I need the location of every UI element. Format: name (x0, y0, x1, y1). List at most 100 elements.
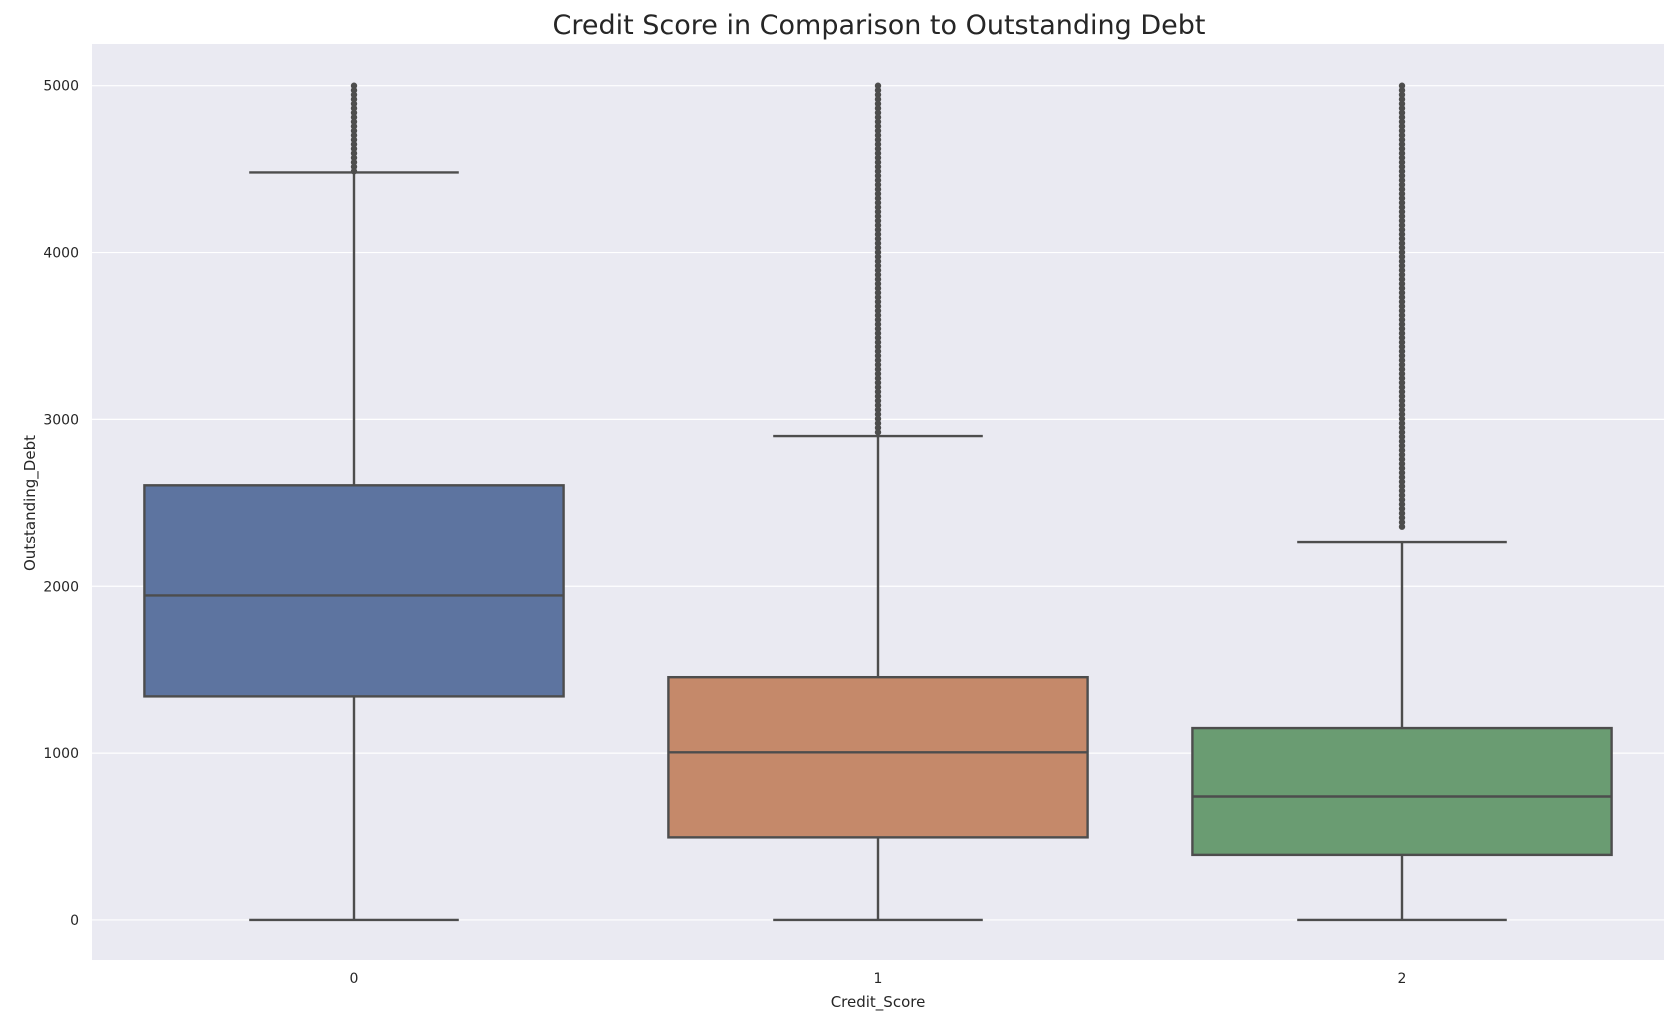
outlier-point-2-81 (1398, 447, 1406, 454)
outlier-point-2-42 (1398, 271, 1406, 278)
outlier-point-1-69 (874, 393, 882, 400)
outlier-point-2-56 (1398, 334, 1406, 341)
y-tick-label-0: 0 (70, 913, 79, 929)
outlier-point-1-76 (874, 424, 882, 431)
outlier-point-2-50 (1398, 307, 1406, 314)
outlier-point-1-28 (874, 208, 882, 215)
outlier-point-1-42 (874, 271, 882, 278)
outlier-point-0-10 (350, 127, 358, 134)
outlier-point-1-51 (874, 312, 882, 319)
outlier-point-1-29 (874, 213, 882, 220)
outliers-1 (874, 82, 882, 436)
outlier-point-1-49 (874, 303, 882, 310)
outlier-point-0-3 (350, 96, 358, 103)
outlier-point-2-21 (1398, 177, 1406, 184)
box-2 (1191, 82, 1613, 922)
outlier-point-2-80 (1398, 442, 1406, 449)
outlier-point-2-70 (1398, 397, 1406, 404)
outlier-point-2-24 (1398, 190, 1406, 197)
outlier-point-2-36 (1398, 244, 1406, 251)
box-series (143, 82, 1613, 922)
outlier-point-1-75 (874, 420, 882, 427)
outlier-point-2-71 (1398, 402, 1406, 409)
outlier-point-0-19 (350, 168, 358, 175)
outlier-point-2-26 (1398, 199, 1406, 206)
outlier-point-1-1 (874, 87, 882, 94)
outlier-point-2-19 (1398, 168, 1406, 175)
y-tick-label-4000: 4000 (43, 246, 79, 262)
outlier-point-2-15 (1398, 150, 1406, 157)
y-tick-label-1000: 1000 (43, 746, 79, 762)
x-tick-label-0: 0 (350, 971, 359, 987)
chart-title: Credit Score in Comparison to Outstandin… (553, 10, 1206, 41)
outlier-point-1-39 (874, 258, 882, 265)
outlier-point-2-17 (1398, 159, 1406, 166)
outlier-point-1-5 (874, 105, 882, 112)
outlier-point-1-11 (874, 132, 882, 139)
outlier-point-1-52 (874, 316, 882, 323)
x-axis-label: Credit_Score (831, 993, 926, 1012)
y-tick-labels: 0 1000 2000 3000 4000 5000 (43, 79, 79, 929)
outlier-point-2-27 (1398, 204, 1406, 211)
outlier-point-1-62 (874, 361, 882, 368)
outlier-point-2-58 (1398, 343, 1406, 350)
outlier-point-1-43 (874, 276, 882, 283)
outlier-point-2-89 (1398, 483, 1406, 490)
outlier-point-1-8 (874, 118, 882, 125)
outlier-point-1-71 (874, 402, 882, 409)
outlier-point-2-97 (1398, 519, 1406, 526)
outlier-point-2-84 (1398, 460, 1406, 467)
outlier-point-2-43 (1398, 276, 1406, 283)
outlier-point-2-93 (1398, 501, 1406, 508)
outlier-point-0-0 (350, 82, 358, 89)
outlier-point-1-23 (874, 186, 882, 193)
outlier-point-1-17 (874, 159, 882, 166)
outlier-point-2-98 (1398, 523, 1406, 530)
outlier-point-2-48 (1398, 298, 1406, 305)
outlier-point-1-54 (874, 325, 882, 332)
outlier-point-2-44 (1398, 280, 1406, 287)
outlier-point-2-61 (1398, 357, 1406, 364)
outlier-point-2-65 (1398, 375, 1406, 382)
outlier-point-2-1 (1398, 87, 1406, 94)
outlier-point-2-66 (1398, 379, 1406, 386)
outlier-point-1-0 (874, 82, 882, 89)
y-axis-label: Outstanding_Debt (21, 435, 40, 571)
outlier-point-2-73 (1398, 411, 1406, 418)
outlier-point-2-46 (1398, 289, 1406, 296)
outlier-point-1-40 (874, 262, 882, 269)
outlier-point-2-96 (1398, 514, 1406, 521)
outlier-point-2-45 (1398, 285, 1406, 292)
outlier-point-1-18 (874, 163, 882, 170)
outlier-point-2-55 (1398, 330, 1406, 337)
box-iqr-0 (143, 484, 565, 698)
outlier-point-1-4 (874, 100, 882, 107)
x-tick-label-1: 1 (874, 971, 883, 987)
outlier-point-1-31 (874, 222, 882, 229)
outlier-point-1-63 (874, 366, 882, 373)
outlier-point-1-12 (874, 136, 882, 143)
outlier-point-1-47 (874, 294, 882, 301)
outlier-point-1-2 (874, 91, 882, 98)
outlier-point-2-92 (1398, 496, 1406, 503)
outlier-point-1-10 (874, 127, 882, 134)
outlier-point-1-20 (874, 172, 882, 179)
outlier-point-1-22 (874, 181, 882, 188)
outlier-point-1-33 (874, 231, 882, 238)
outlier-point-2-94 (1398, 505, 1406, 512)
box-iqr-2 (1191, 726, 1613, 857)
outlier-point-1-67 (874, 384, 882, 391)
outlier-point-0-2 (350, 91, 358, 98)
outlier-point-1-37 (874, 249, 882, 256)
outlier-point-1-73 (874, 411, 882, 418)
outlier-point-2-23 (1398, 186, 1406, 193)
y-tick-label-5000: 5000 (43, 79, 79, 95)
outlier-point-0-11 (350, 132, 358, 139)
outlier-point-1-27 (874, 204, 882, 211)
outlier-point-2-87 (1398, 474, 1406, 481)
outlier-point-1-41 (874, 267, 882, 274)
outlier-point-0-16 (350, 154, 358, 161)
outlier-point-2-60 (1398, 352, 1406, 359)
outlier-point-2-85 (1398, 465, 1406, 472)
